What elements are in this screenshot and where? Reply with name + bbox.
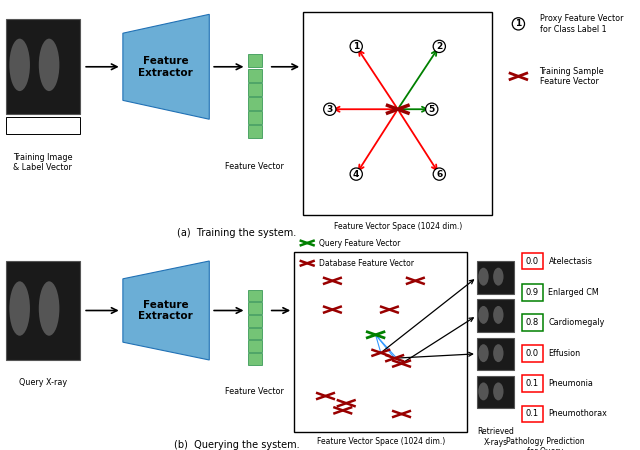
Ellipse shape <box>39 39 60 91</box>
Bar <box>248 68 262 81</box>
Ellipse shape <box>478 382 489 400</box>
Text: 0.9: 0.9 <box>526 288 539 297</box>
Ellipse shape <box>10 39 30 91</box>
Text: Proxy Feature Vector
for Class Label 1: Proxy Feature Vector for Class Label 1 <box>540 14 623 34</box>
Text: Pneumonia: Pneumonia <box>548 379 593 388</box>
Bar <box>303 12 492 215</box>
Text: (b)  Querying the system.: (b) Querying the system. <box>174 440 300 450</box>
Bar <box>6 261 80 360</box>
Bar <box>477 338 514 370</box>
Text: 0  1  0  0  1  0: 0 1 0 0 1 0 <box>9 122 77 128</box>
Bar <box>522 315 543 331</box>
Ellipse shape <box>478 344 489 362</box>
Text: Feature
Extractor: Feature Extractor <box>138 56 193 77</box>
Bar <box>522 405 543 423</box>
Polygon shape <box>123 14 209 119</box>
Ellipse shape <box>478 268 489 286</box>
Text: Cardiomegaly: Cardiomegaly <box>548 319 605 328</box>
Text: Pathology Prediction
for Query: Pathology Prediction for Query <box>506 436 584 450</box>
Bar <box>294 252 467 432</box>
Bar <box>248 315 262 327</box>
Text: Pneumothorax: Pneumothorax <box>548 410 607 418</box>
Bar <box>248 328 262 339</box>
Bar <box>522 345 543 362</box>
Text: 3: 3 <box>326 105 333 114</box>
Bar <box>522 252 543 270</box>
Text: Training Image
& Label Vector: Training Image & Label Vector <box>13 153 72 172</box>
Ellipse shape <box>10 281 30 336</box>
Ellipse shape <box>493 382 504 400</box>
Bar <box>477 261 514 294</box>
Bar <box>6 19 80 114</box>
Bar <box>248 83 262 96</box>
Polygon shape <box>123 261 209 360</box>
Text: 2: 2 <box>436 42 442 51</box>
Text: 0.8: 0.8 <box>526 319 539 328</box>
Text: Query Feature Vector: Query Feature Vector <box>319 238 400 248</box>
Bar <box>248 353 262 364</box>
Text: 0.0: 0.0 <box>526 256 539 266</box>
Ellipse shape <box>478 306 489 324</box>
Text: Retrieved
X-rays: Retrieved X-rays <box>477 428 514 447</box>
Text: Atelectasis: Atelectasis <box>548 256 593 266</box>
Text: Enlarged CM: Enlarged CM <box>548 288 599 297</box>
Text: Training Sample
Feature Vector: Training Sample Feature Vector <box>540 67 604 86</box>
Bar <box>248 340 262 352</box>
Bar <box>248 54 262 68</box>
FancyBboxPatch shape <box>6 117 80 134</box>
Text: Feature
Extractor: Feature Extractor <box>138 300 193 321</box>
Bar <box>248 302 262 314</box>
Ellipse shape <box>493 306 504 324</box>
Bar <box>248 111 262 124</box>
Bar <box>477 376 514 409</box>
Text: 0.0: 0.0 <box>526 349 539 358</box>
Ellipse shape <box>493 344 504 362</box>
Text: Database Feature Vector: Database Feature Vector <box>319 259 413 268</box>
Bar <box>248 125 262 138</box>
Text: 6: 6 <box>436 170 442 179</box>
Text: 0.1: 0.1 <box>526 379 539 388</box>
Text: Feature Vector: Feature Vector <box>225 387 284 396</box>
Bar <box>248 290 262 302</box>
Text: 0.1: 0.1 <box>526 410 539 418</box>
Bar <box>477 299 514 332</box>
Bar <box>522 284 543 301</box>
Text: 4: 4 <box>353 170 360 179</box>
Text: Query X-ray: Query X-ray <box>19 378 67 387</box>
Text: Feature Vector Space (1024 dim.): Feature Vector Space (1024 dim.) <box>333 222 462 231</box>
Text: 1: 1 <box>353 42 359 51</box>
Ellipse shape <box>493 268 504 286</box>
Text: 5: 5 <box>429 105 435 114</box>
Text: Feature Vector: Feature Vector <box>225 162 284 171</box>
Text: 1: 1 <box>515 19 522 28</box>
Text: (a)  Training the system.: (a) Training the system. <box>177 229 296 238</box>
Bar <box>522 375 543 392</box>
Bar <box>248 97 262 110</box>
Text: Feature Vector Space (1024 dim.): Feature Vector Space (1024 dim.) <box>317 436 445 446</box>
Text: Effusion: Effusion <box>548 349 580 358</box>
Ellipse shape <box>39 281 60 336</box>
